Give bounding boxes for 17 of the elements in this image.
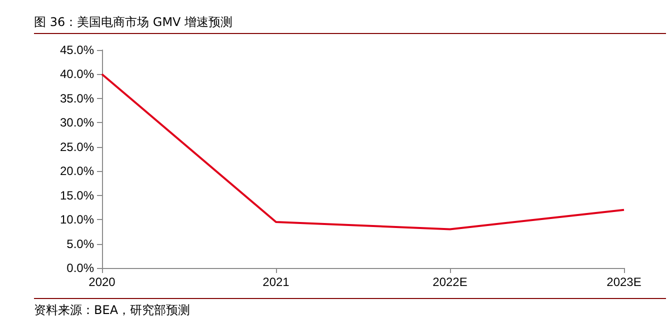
y-tick-label: 20.0% bbox=[60, 164, 94, 178]
chart-title: 图 36：美国电商市场 GMV 增速预测 bbox=[34, 14, 666, 34]
y-tick-label: 35.0% bbox=[60, 91, 94, 106]
x-tick-label: 2023E bbox=[606, 275, 642, 289]
y-tick-label: 15.0% bbox=[60, 188, 94, 202]
line-series bbox=[101, 73, 625, 230]
y-tick-label: 40.0% bbox=[60, 67, 94, 82]
y-tick-label: 10.0% bbox=[60, 212, 94, 227]
y-tick-label: 25.0% bbox=[60, 140, 94, 154]
y-tick-label: 5.0% bbox=[66, 236, 94, 251]
y-tick-label: 0.0% bbox=[66, 261, 94, 275]
x-tick-label: 2020 bbox=[88, 275, 116, 289]
y-tick-label: 30.0% bbox=[60, 116, 94, 130]
x-tick-label: 2022E bbox=[432, 275, 468, 289]
text: 资料来源：BEA，研究部预测 bbox=[34, 298, 666, 319]
y-tick-label: 45.0% bbox=[60, 43, 94, 57]
x-tick-label: 2021 bbox=[262, 275, 290, 289]
